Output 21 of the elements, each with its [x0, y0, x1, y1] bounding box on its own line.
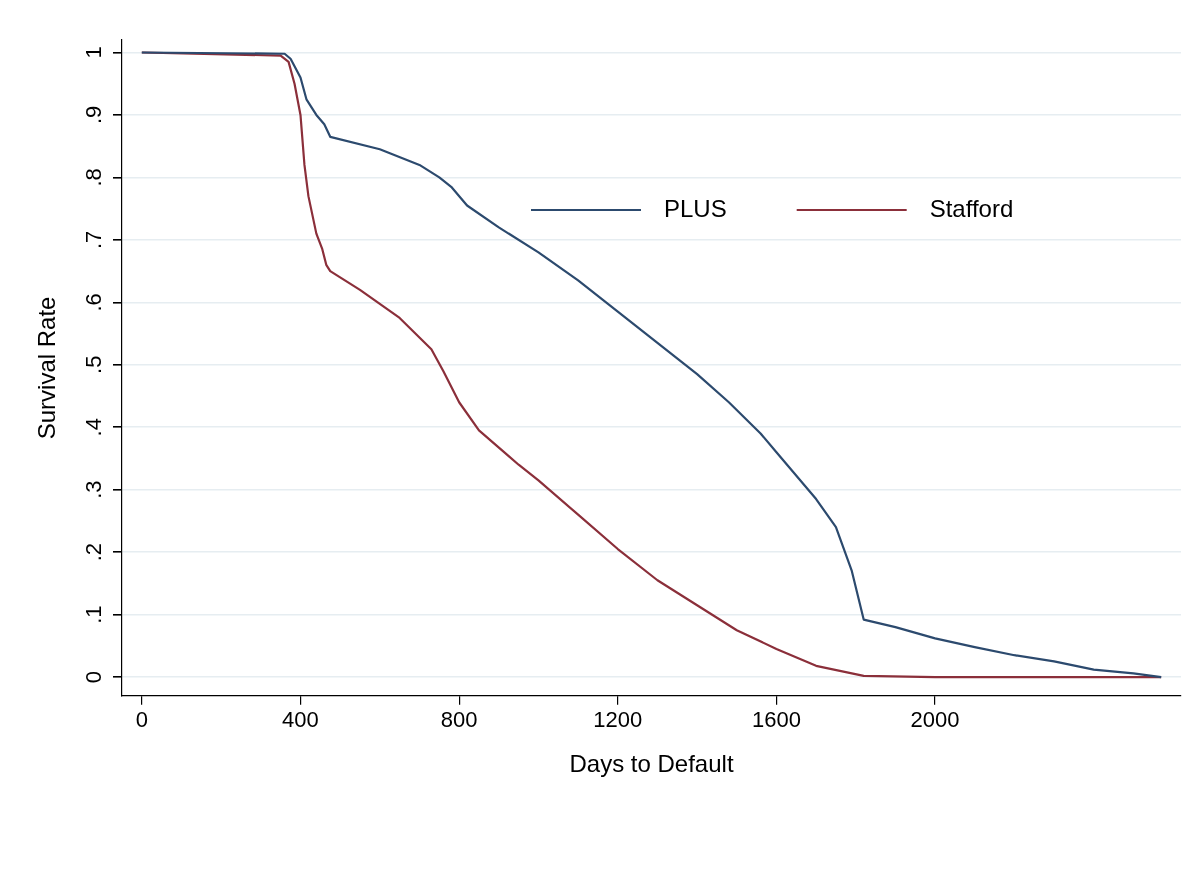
y-tick-label: 1: [81, 46, 107, 59]
x-tick-label: 400: [282, 707, 319, 733]
y-tick-label: .2: [81, 542, 107, 562]
y-tick-label: .7: [81, 230, 107, 250]
y-tick-label: .1: [81, 605, 107, 624]
y-tick-label: .6: [81, 293, 107, 312]
y-tick-label: .8: [81, 168, 107, 187]
y-tick-label: .4: [81, 418, 107, 437]
x-tick-label: 1200: [593, 707, 643, 733]
y-tick-label: .5: [81, 355, 107, 374]
y-tick-label: .9: [81, 105, 107, 125]
x-tick-label: 0: [135, 707, 148, 733]
y-axis-title: Survival Rate: [33, 296, 61, 440]
x-tick-label: 2000: [910, 707, 960, 733]
y-tick-label: 0: [81, 670, 107, 684]
x-tick-label: 1600: [751, 707, 801, 733]
legend-label: Stafford: [929, 194, 1014, 222]
x-axis-title: Days to Default: [569, 750, 734, 778]
y-tick-label: .3: [81, 480, 107, 499]
x-tick-label: 800: [440, 707, 478, 733]
legend-label: PLUS: [664, 194, 727, 222]
